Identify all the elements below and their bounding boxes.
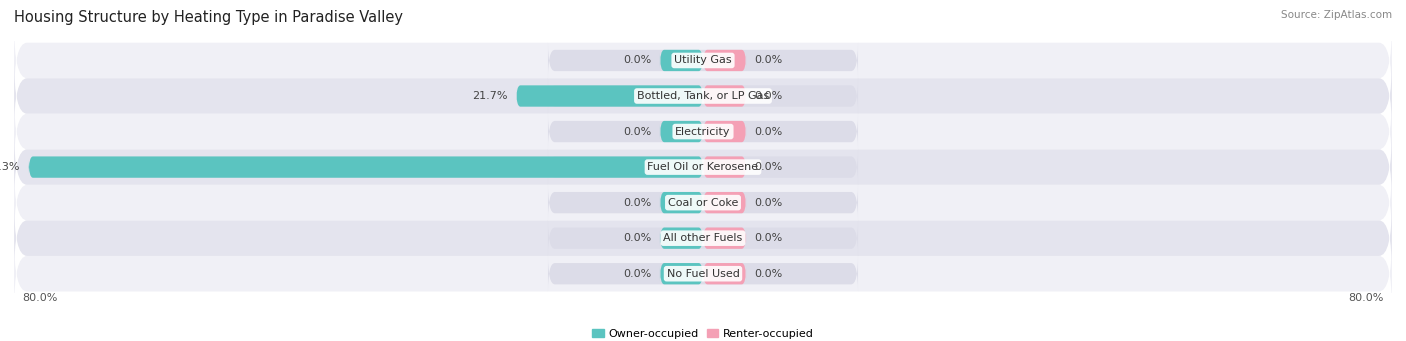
FancyBboxPatch shape (703, 85, 747, 107)
Text: 0.0%: 0.0% (755, 198, 783, 208)
FancyBboxPatch shape (659, 50, 703, 71)
Text: 0.0%: 0.0% (623, 269, 651, 279)
FancyBboxPatch shape (548, 220, 858, 256)
FancyBboxPatch shape (548, 256, 858, 292)
Text: 21.7%: 21.7% (472, 91, 508, 101)
Text: 0.0%: 0.0% (623, 56, 651, 65)
Text: 0.0%: 0.0% (755, 127, 783, 136)
Text: 80.0%: 80.0% (22, 293, 58, 303)
Text: 0.0%: 0.0% (755, 162, 783, 172)
FancyBboxPatch shape (14, 96, 1392, 167)
Text: Housing Structure by Heating Type in Paradise Valley: Housing Structure by Heating Type in Par… (14, 10, 404, 25)
FancyBboxPatch shape (14, 203, 1392, 274)
FancyBboxPatch shape (548, 185, 858, 220)
Text: Source: ZipAtlas.com: Source: ZipAtlas.com (1281, 10, 1392, 20)
FancyBboxPatch shape (659, 192, 703, 213)
FancyBboxPatch shape (703, 263, 747, 284)
Text: All other Fuels: All other Fuels (664, 233, 742, 243)
FancyBboxPatch shape (703, 192, 747, 213)
FancyBboxPatch shape (659, 263, 703, 284)
FancyBboxPatch shape (14, 132, 1392, 203)
Text: 0.0%: 0.0% (755, 56, 783, 65)
FancyBboxPatch shape (548, 149, 858, 185)
FancyBboxPatch shape (703, 121, 747, 142)
FancyBboxPatch shape (548, 43, 858, 78)
Text: 80.0%: 80.0% (1348, 293, 1384, 303)
FancyBboxPatch shape (14, 60, 1392, 132)
Text: Utility Gas: Utility Gas (675, 56, 731, 65)
Legend: Owner-occupied, Renter-occupied: Owner-occupied, Renter-occupied (588, 324, 818, 341)
FancyBboxPatch shape (14, 25, 1392, 96)
Text: 0.0%: 0.0% (755, 233, 783, 243)
FancyBboxPatch shape (659, 121, 703, 142)
FancyBboxPatch shape (703, 50, 747, 71)
Text: Coal or Coke: Coal or Coke (668, 198, 738, 208)
Text: Fuel Oil or Kerosene: Fuel Oil or Kerosene (647, 162, 759, 172)
Text: Bottled, Tank, or LP Gas: Bottled, Tank, or LP Gas (637, 91, 769, 101)
Text: 0.0%: 0.0% (623, 127, 651, 136)
FancyBboxPatch shape (703, 157, 747, 178)
FancyBboxPatch shape (703, 227, 747, 249)
Text: No Fuel Used: No Fuel Used (666, 269, 740, 279)
FancyBboxPatch shape (548, 78, 858, 114)
Text: 0.0%: 0.0% (755, 269, 783, 279)
Text: 0.0%: 0.0% (755, 91, 783, 101)
FancyBboxPatch shape (516, 85, 703, 107)
Text: 0.0%: 0.0% (623, 233, 651, 243)
Text: Electricity: Electricity (675, 127, 731, 136)
FancyBboxPatch shape (548, 114, 858, 149)
FancyBboxPatch shape (14, 167, 1392, 238)
FancyBboxPatch shape (659, 227, 703, 249)
Text: 78.3%: 78.3% (0, 162, 20, 172)
FancyBboxPatch shape (28, 157, 703, 178)
Text: 0.0%: 0.0% (623, 198, 651, 208)
FancyBboxPatch shape (14, 238, 1392, 309)
